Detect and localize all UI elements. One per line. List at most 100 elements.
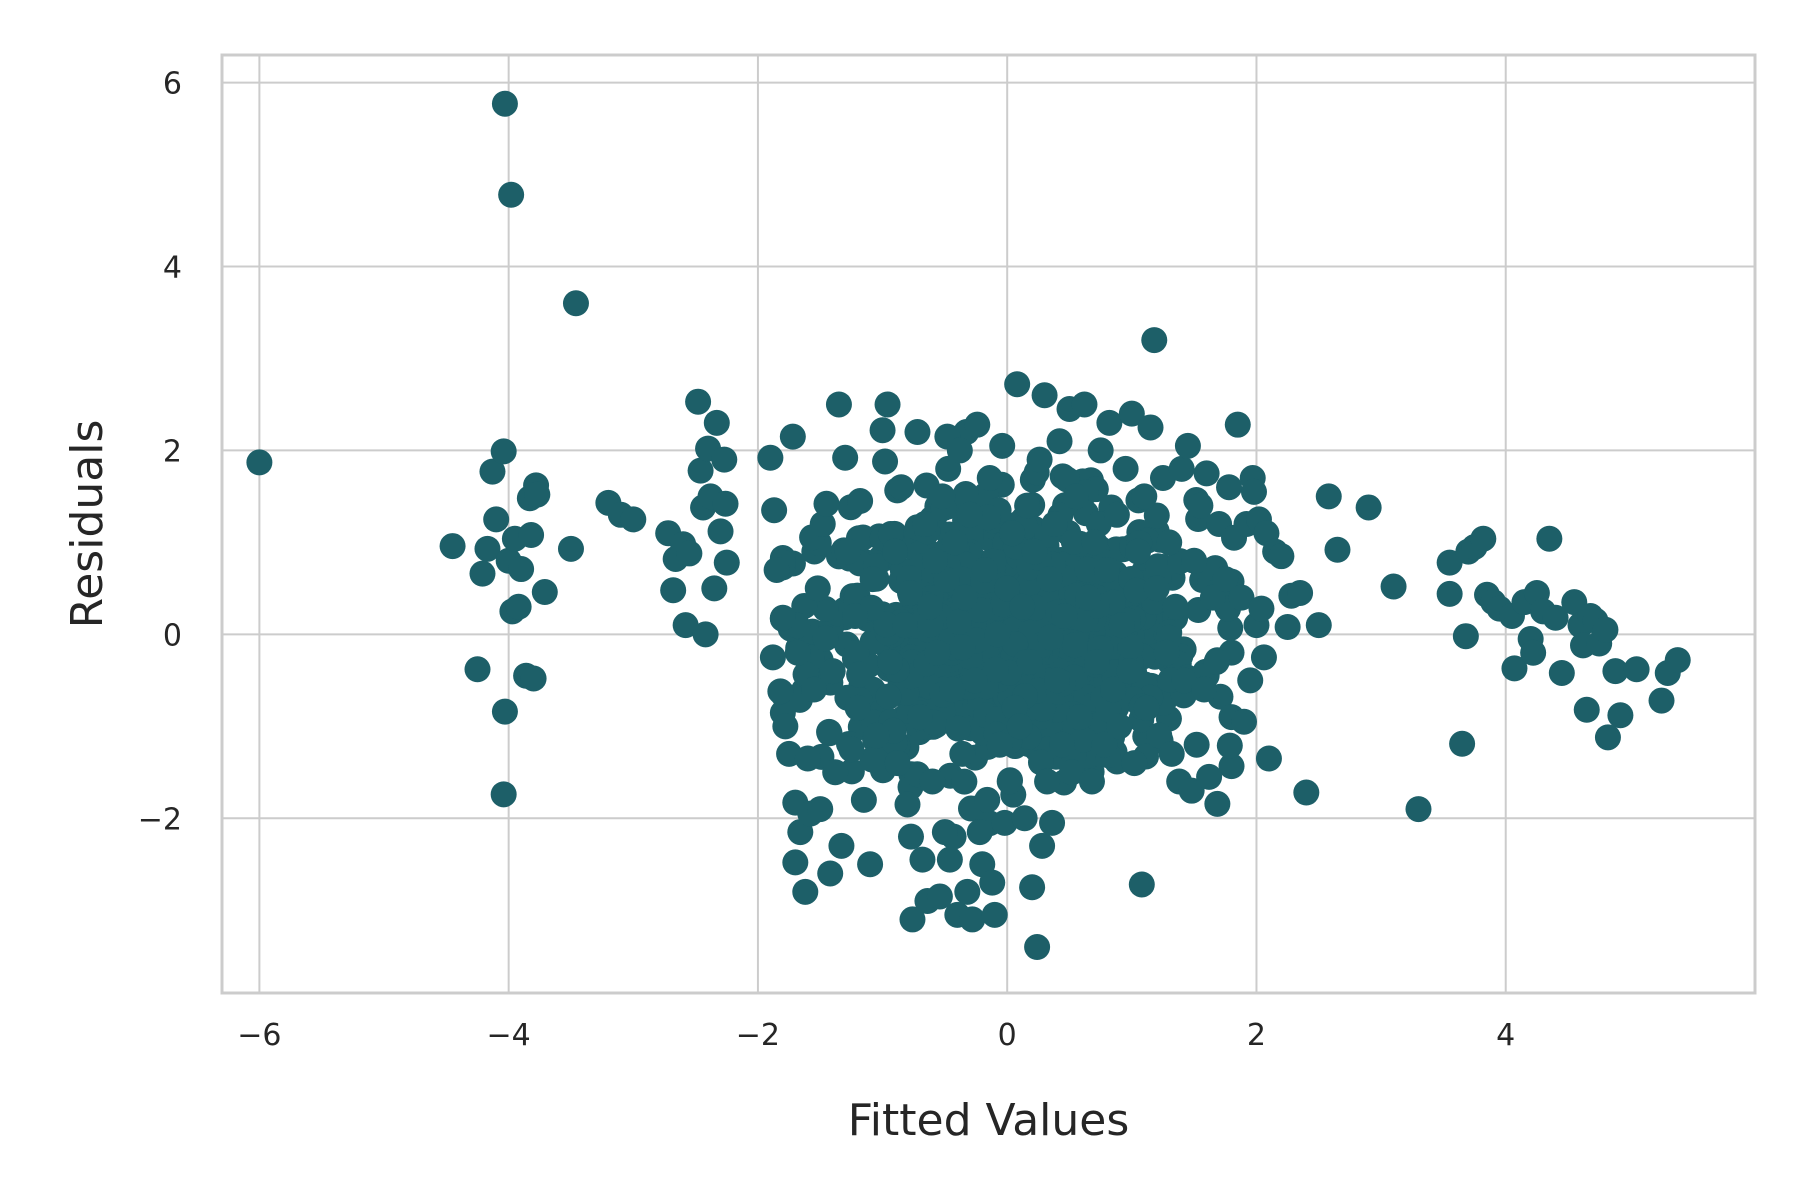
- scatter-point: [1075, 584, 1102, 611]
- scatter-point: [769, 604, 796, 631]
- scatter-point: [807, 796, 834, 823]
- scatter-point: [926, 883, 953, 910]
- scatter-point: [1091, 731, 1118, 758]
- scatter-point: [1021, 538, 1048, 565]
- scatter-point: [979, 869, 1006, 896]
- scatter-point: [949, 634, 976, 661]
- scatter-point: [996, 768, 1023, 795]
- scatter-point: [1116, 658, 1143, 685]
- scatter-point: [1024, 934, 1051, 961]
- scatter-point: [1060, 528, 1087, 555]
- scatter-point: [703, 409, 730, 436]
- scatter-point: [712, 490, 739, 517]
- scatter-point: [1664, 647, 1691, 674]
- scatter-point: [1212, 566, 1239, 593]
- scatter-point: [894, 791, 921, 818]
- scatter-point: [491, 698, 518, 725]
- scatter-point: [945, 608, 972, 635]
- y-tick-label: −2: [138, 802, 182, 837]
- scatter-point: [520, 665, 547, 692]
- scatter-point: [692, 621, 719, 648]
- scatter-point: [931, 819, 958, 846]
- y-tick-label: 4: [163, 251, 182, 286]
- scatter-point: [966, 819, 993, 846]
- scatter-point: [801, 676, 828, 703]
- scatter-point: [1174, 432, 1201, 459]
- x-tick-label: 2: [1247, 1018, 1266, 1053]
- scatter-point: [1224, 411, 1251, 438]
- scatter-point: [1044, 667, 1071, 694]
- scatter-point: [844, 694, 871, 721]
- scatter-point: [817, 860, 844, 887]
- scatter-point: [946, 437, 973, 464]
- scatter-point: [1006, 713, 1033, 740]
- scatter-point: [873, 611, 900, 638]
- scatter-point: [822, 759, 849, 786]
- scatter-point: [951, 584, 978, 611]
- scatter-point: [1137, 414, 1164, 441]
- scatter-point: [1199, 584, 1226, 611]
- scatter-point: [1217, 615, 1244, 642]
- scatter-point: [989, 432, 1016, 459]
- scatter-point: [1083, 648, 1110, 675]
- scatter-point: [1542, 604, 1569, 631]
- scatter-point: [1125, 538, 1152, 565]
- scatter-point: [784, 639, 811, 666]
- scatter-point: [1062, 483, 1089, 510]
- x-tick-label: 0: [998, 1018, 1017, 1053]
- scatter-point: [620, 506, 647, 533]
- scatter-point: [1216, 474, 1243, 501]
- scatter-point: [1093, 556, 1120, 583]
- scatter-point: [1602, 658, 1629, 685]
- plot-frame: [220, 53, 1757, 995]
- x-tick-label: −6: [237, 1018, 281, 1053]
- scatter-point: [1106, 713, 1133, 740]
- scatter-point: [1436, 549, 1463, 576]
- scatter-point: [1146, 722, 1173, 749]
- scatter-point: [904, 419, 931, 446]
- scatter-point: [991, 809, 1018, 836]
- scatter-point: [1594, 724, 1621, 751]
- scatter-point: [518, 522, 545, 549]
- scatter-point: [1240, 478, 1267, 505]
- ticks-layer: −6 −4 −2 0 2 4 −2 0 2 4 6: [138, 67, 1516, 1053]
- scatter-point: [1081, 529, 1108, 556]
- scatter-point: [1049, 731, 1076, 758]
- scatter-point: [994, 575, 1021, 602]
- scatter-point: [874, 391, 901, 418]
- scatter-point: [819, 658, 846, 685]
- scatter-point: [941, 529, 968, 556]
- scatter-point: [687, 457, 714, 484]
- scatter-point: [1648, 687, 1675, 714]
- scatter-point: [951, 768, 978, 795]
- scatter-point: [1117, 633, 1144, 660]
- scatter-point: [863, 722, 890, 749]
- scatter-point: [1191, 676, 1218, 703]
- scatter-point: [1623, 656, 1650, 683]
- scatter-point: [469, 560, 496, 587]
- scatter-point: [959, 906, 986, 933]
- scatter-point: [936, 846, 963, 873]
- scatter-point: [986, 731, 1013, 758]
- y-tick-label: 6: [163, 67, 182, 102]
- scatter-point: [1216, 732, 1243, 759]
- scatter-point: [1536, 525, 1563, 552]
- scatter-point: [464, 656, 491, 683]
- scatter-point: [834, 538, 861, 565]
- scatter-point: [1123, 577, 1150, 604]
- scatter-point: [508, 556, 535, 583]
- scatter-point: [999, 520, 1026, 547]
- scatter-point: [974, 786, 1001, 813]
- scatter-point: [1046, 428, 1073, 455]
- scatter-point: [828, 832, 855, 859]
- scatter-point: [1034, 768, 1061, 795]
- scatter-point: [1133, 694, 1160, 721]
- scatter-point: [954, 878, 981, 905]
- scatter-point: [1059, 759, 1086, 786]
- scatter-point: [884, 750, 911, 777]
- scatter-point: [1218, 753, 1245, 780]
- scatter-point: [1153, 639, 1180, 666]
- scatter-point: [1178, 777, 1205, 804]
- scatter-point: [474, 535, 501, 562]
- scatter-point: [875, 683, 902, 710]
